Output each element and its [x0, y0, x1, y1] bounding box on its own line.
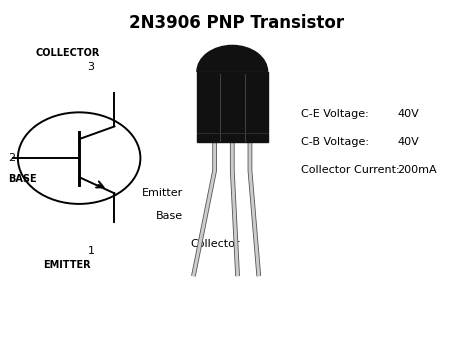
Text: Collector: Collector	[190, 239, 239, 249]
Text: 40V: 40V	[397, 137, 419, 147]
Text: C-B Voltage:: C-B Voltage:	[301, 137, 369, 147]
Text: 1: 1	[87, 246, 94, 256]
Text: BASE: BASE	[9, 174, 37, 184]
Text: 200mA: 200mA	[397, 165, 437, 175]
Text: Emitter: Emitter	[142, 189, 183, 198]
Text: 40V: 40V	[397, 109, 419, 119]
Text: EMITTER: EMITTER	[44, 260, 91, 270]
Text: 2: 2	[9, 153, 16, 163]
Wedge shape	[197, 45, 268, 72]
FancyBboxPatch shape	[197, 72, 268, 142]
Text: COLLECTOR: COLLECTOR	[35, 48, 100, 58]
Text: Base: Base	[155, 211, 183, 221]
Text: C-E Voltage:: C-E Voltage:	[301, 109, 368, 119]
Text: 2N3906 PNP Transistor: 2N3906 PNP Transistor	[129, 13, 345, 32]
Text: 3: 3	[87, 62, 94, 72]
Text: Collector Current:: Collector Current:	[301, 165, 399, 175]
